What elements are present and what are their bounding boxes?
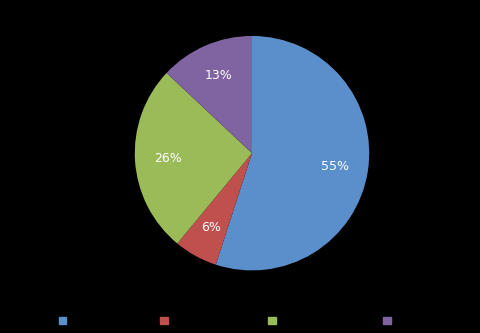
Text: 13%: 13% [204,69,232,82]
Wedge shape [135,73,252,243]
Text: 26%: 26% [154,152,181,165]
Wedge shape [216,36,369,270]
Text: 55%: 55% [321,160,349,173]
Wedge shape [167,36,252,153]
Wedge shape [177,153,252,265]
Legend: Wages & Salaries, Employee Benefits, Operating Expenses, Safety Net: Wages & Salaries, Employee Benefits, Ope… [55,312,449,330]
Text: 6%: 6% [202,221,221,234]
